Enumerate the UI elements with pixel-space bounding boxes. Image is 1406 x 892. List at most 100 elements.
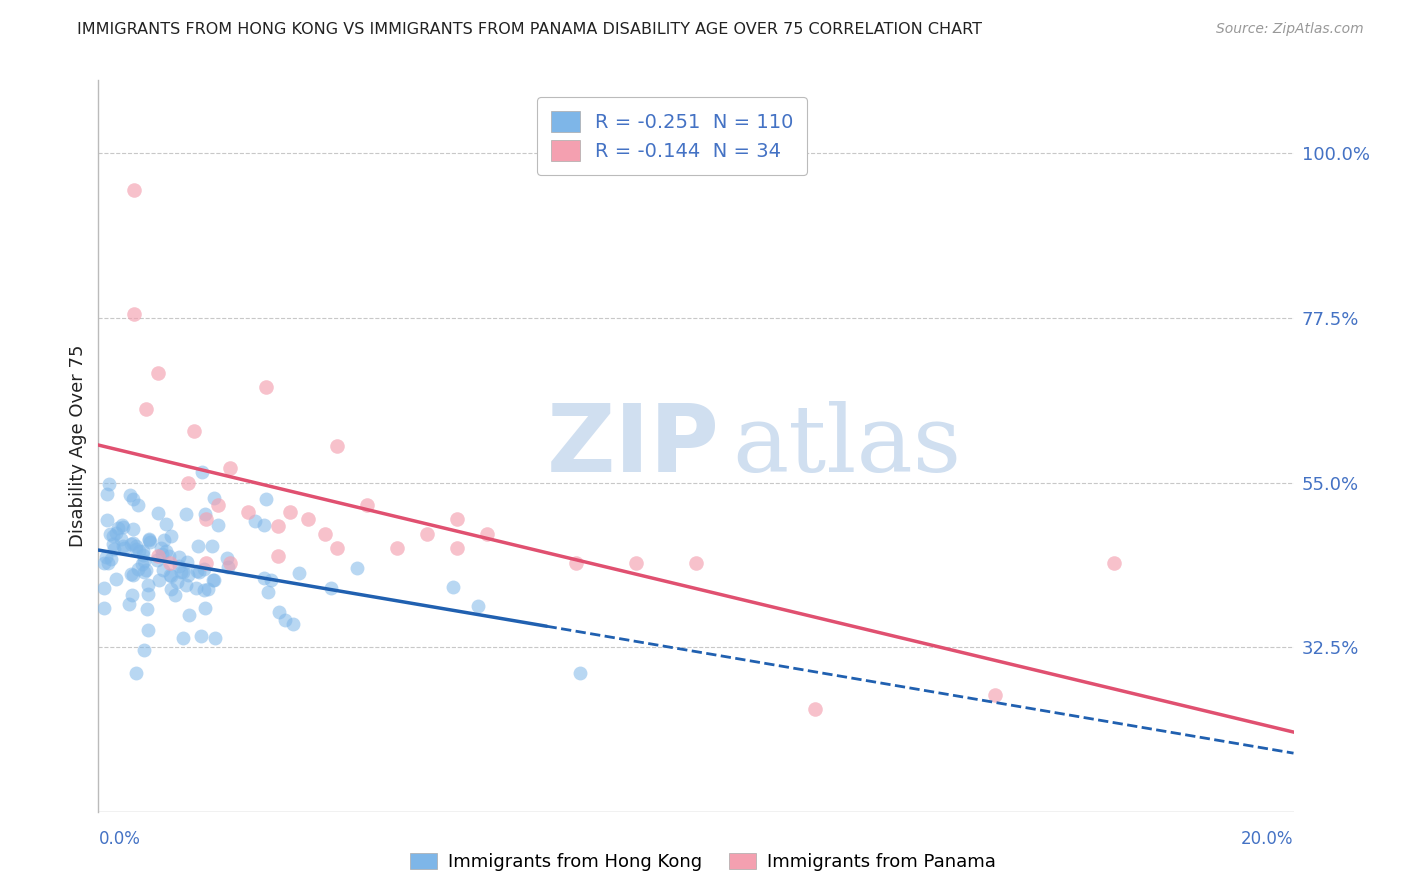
Point: [112, 539, 135, 553]
Point: [197, 582, 219, 596]
Point: [93, 556, 115, 570]
Point: [159, 568, 181, 582]
Point: [475, 526, 498, 541]
Point: [163, 588, 186, 602]
Point: [100, 551, 122, 566]
Point: [132, 643, 155, 657]
Text: ZIP: ZIP: [547, 400, 720, 492]
Point: [135, 402, 157, 417]
Point: [122, 522, 145, 536]
Point: [193, 562, 215, 576]
Point: [183, 425, 205, 439]
Point: [148, 549, 170, 563]
Point: [195, 512, 218, 526]
Point: [155, 543, 177, 558]
Point: [170, 566, 193, 580]
Point: [103, 529, 125, 543]
Point: [120, 567, 142, 582]
Point: [219, 556, 242, 570]
Point: [131, 557, 153, 571]
Point: [135, 602, 157, 616]
Point: [146, 553, 169, 567]
Point: [984, 688, 1007, 702]
Point: [188, 565, 211, 579]
Point: [177, 567, 200, 582]
Point: [176, 507, 198, 521]
Point: [257, 584, 280, 599]
Point: [103, 541, 125, 556]
Point: [446, 512, 468, 526]
Point: [110, 532, 132, 546]
Point: [157, 549, 180, 563]
Point: [159, 556, 181, 570]
Point: [160, 582, 183, 596]
Point: [319, 581, 342, 595]
Point: [281, 617, 304, 632]
Point: [125, 666, 148, 681]
Point: [96, 549, 118, 564]
Point: [132, 566, 155, 580]
Point: [159, 529, 181, 543]
Point: [193, 583, 215, 598]
Point: [207, 498, 229, 512]
Point: [297, 512, 319, 526]
Point: [118, 488, 141, 502]
Point: [186, 564, 208, 578]
Point: [132, 554, 155, 568]
Point: [217, 560, 239, 574]
Point: [804, 702, 827, 716]
Point: [219, 461, 242, 475]
Point: [96, 513, 118, 527]
Point: [201, 539, 224, 553]
Point: [148, 573, 170, 587]
Point: [139, 535, 162, 549]
Text: 20.0%: 20.0%: [1241, 830, 1294, 848]
Point: [146, 506, 169, 520]
Point: [112, 541, 135, 556]
Point: [125, 539, 148, 553]
Point: [166, 575, 188, 590]
Point: [138, 533, 160, 548]
Point: [254, 380, 277, 394]
Point: [207, 518, 229, 533]
Point: [202, 573, 225, 587]
Point: [121, 492, 143, 507]
Point: [194, 507, 217, 521]
Point: [236, 505, 259, 519]
Point: [128, 544, 150, 558]
Point: [136, 587, 159, 601]
Point: [267, 549, 290, 563]
Point: [160, 569, 183, 583]
Point: [120, 537, 142, 551]
Text: Source: ZipAtlas.com: Source: ZipAtlas.com: [1216, 22, 1364, 37]
Point: [101, 537, 124, 551]
Point: [254, 491, 277, 506]
Point: [96, 487, 118, 501]
Point: [93, 601, 115, 615]
Point: [152, 563, 174, 577]
Point: [176, 555, 198, 569]
Point: [245, 514, 267, 528]
Point: [565, 556, 588, 570]
Point: [124, 307, 146, 321]
Point: [416, 526, 439, 541]
Point: [217, 550, 239, 565]
Point: [169, 559, 191, 574]
Point: [202, 573, 225, 587]
Point: [132, 549, 155, 563]
Legend: R = -0.251  N = 110, R = -0.144  N = 34: R = -0.251 N = 110, R = -0.144 N = 34: [537, 97, 807, 175]
Y-axis label: Disability Age Over 75: Disability Age Over 75: [69, 344, 87, 548]
Point: [124, 183, 146, 197]
Point: [385, 541, 409, 556]
Point: [127, 498, 149, 512]
Point: [441, 580, 464, 594]
Point: [177, 608, 200, 623]
Point: [93, 581, 115, 595]
Point: [204, 631, 226, 645]
Point: [190, 629, 212, 643]
Point: [97, 556, 120, 570]
Point: [149, 541, 172, 555]
Text: 0.0%: 0.0%: [98, 830, 141, 848]
Point: [288, 566, 311, 581]
Point: [174, 577, 197, 591]
